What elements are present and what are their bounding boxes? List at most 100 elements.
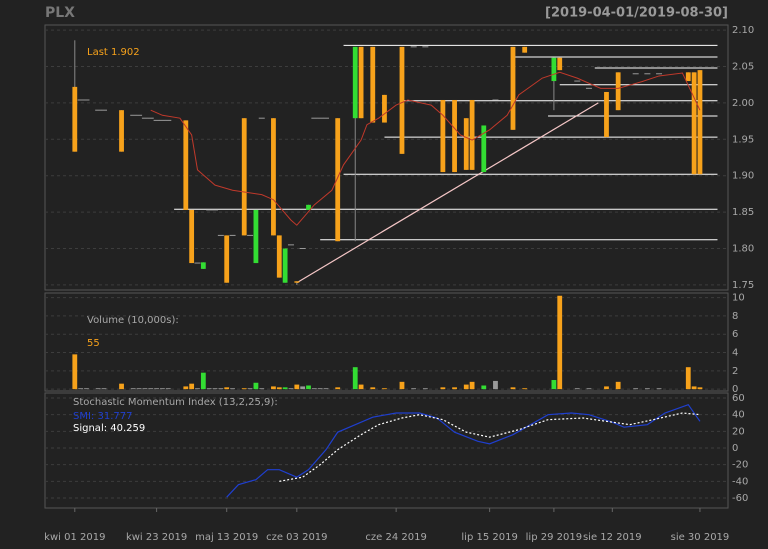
candle-body [306, 204, 311, 210]
volume-label: Volume (10,000s): [87, 315, 179, 326]
candle-body [335, 118, 341, 242]
y-tick-label: 6 [732, 329, 738, 340]
volume-bar [282, 387, 288, 390]
volume-bar [323, 388, 329, 390]
volume-bar [259, 388, 265, 390]
volume-bar [136, 388, 142, 390]
volume-bar [615, 381, 621, 390]
volume-bar [288, 388, 294, 390]
volume-bar [311, 388, 317, 390]
smi-label: Stochastic Momentum Index (13,2,25,9): [73, 397, 278, 408]
candle-body [370, 46, 376, 123]
volume-bar [399, 381, 405, 390]
x-tick-label: maj 13 2019 [195, 532, 258, 543]
y-tick-label: 2.10 [732, 25, 754, 36]
candle-body [382, 94, 387, 123]
candle-body [72, 86, 78, 152]
candle-body [522, 46, 528, 53]
volume-bar [452, 387, 457, 390]
volume-bar [557, 295, 563, 390]
panel [44, 24, 729, 291]
y-tick-label: 2.00 [732, 98, 754, 109]
y-tick-label: 0 [732, 384, 738, 395]
volume-bar [247, 388, 253, 390]
x-tick-label: cze 03 2019 [266, 532, 327, 543]
candle-body [358, 46, 364, 119]
volume-bar [358, 384, 364, 390]
candle-body [452, 99, 457, 173]
volume-bar [697, 387, 703, 390]
volume-bar [493, 380, 498, 390]
volume-bar [440, 387, 446, 390]
candle-body [510, 46, 516, 130]
candle-body [271, 118, 276, 236]
y-tick-label: 1.95 [732, 134, 754, 145]
candle-body [615, 72, 621, 111]
legend-entry: SMI: 31.777 [73, 411, 132, 422]
volume-bar [586, 388, 592, 390]
x-tick-label: sie 30 2019 [671, 532, 730, 543]
candle-body [685, 72, 691, 82]
candle-body [119, 110, 124, 152]
volume-bar [604, 386, 609, 390]
moving-average [150, 71, 701, 226]
last-label: Last 1.902 [87, 47, 140, 58]
candle-body [551, 57, 557, 82]
volume-bar [510, 387, 516, 390]
volume-bar [370, 387, 376, 390]
x-tick-label: kwi 01 2019 [44, 532, 105, 543]
y-tick-label: 10 [732, 293, 745, 304]
y-tick-label: 0 [732, 443, 738, 454]
candle-body [697, 70, 703, 175]
y-tick-label: -20 [732, 460, 748, 471]
volume-bar [142, 388, 148, 390]
volume-bar [685, 367, 691, 390]
y-tick-label: 4 [732, 348, 738, 359]
volume-bar [352, 367, 358, 390]
candle-body [189, 209, 195, 264]
volume-bar [200, 372, 206, 390]
volume-bar [84, 388, 89, 390]
volume-bar [522, 388, 528, 390]
y-tick-label: 1.75 [732, 280, 754, 291]
volume-bar [691, 386, 697, 390]
volume-bar [276, 387, 282, 390]
panel [44, 292, 729, 392]
volume-bar [78, 388, 84, 390]
y-tick-label: 40 [732, 410, 745, 421]
volume-bar [481, 385, 487, 390]
chart-subtitle: [2019-04-01/2019-08-30] [545, 6, 728, 21]
volume-bar [294, 384, 300, 390]
x-tick-label: lip 29 2019 [526, 532, 582, 543]
smi-line [279, 412, 701, 482]
volume-bar [224, 387, 230, 390]
volume-bar [469, 381, 475, 390]
y-tick-label: -60 [732, 493, 748, 504]
y-tick-label: 1.90 [732, 171, 754, 182]
y-tick-label: 20 [732, 426, 745, 437]
volume-bar [633, 388, 639, 390]
volume-bar [644, 388, 650, 390]
volume-bar [130, 388, 136, 390]
y-tick-label: 8 [732, 311, 738, 322]
candle-body [481, 125, 487, 173]
volume-bar [551, 380, 557, 390]
legend-entry: Signal: 40.259 [73, 423, 145, 434]
y-tick-label: 60 [732, 393, 745, 404]
volume-bar [189, 383, 195, 390]
x-tick-label: lip 15 2019 [461, 532, 517, 543]
panel [44, 392, 729, 509]
y-tick-label: 1.80 [732, 244, 754, 255]
x-tick-label: kwi 23 2019 [126, 532, 187, 543]
candle-body [294, 281, 300, 283]
candle-body [469, 99, 475, 170]
volume-bar [463, 384, 469, 390]
volume-bar [212, 388, 218, 390]
volume-bar [656, 388, 662, 390]
candle-body [557, 57, 563, 71]
volume-bar [72, 354, 78, 390]
volume-bar [160, 388, 165, 390]
x-tick-label: sie 12 2019 [583, 532, 642, 543]
volume-bar [183, 386, 189, 390]
candle-body [276, 235, 282, 278]
